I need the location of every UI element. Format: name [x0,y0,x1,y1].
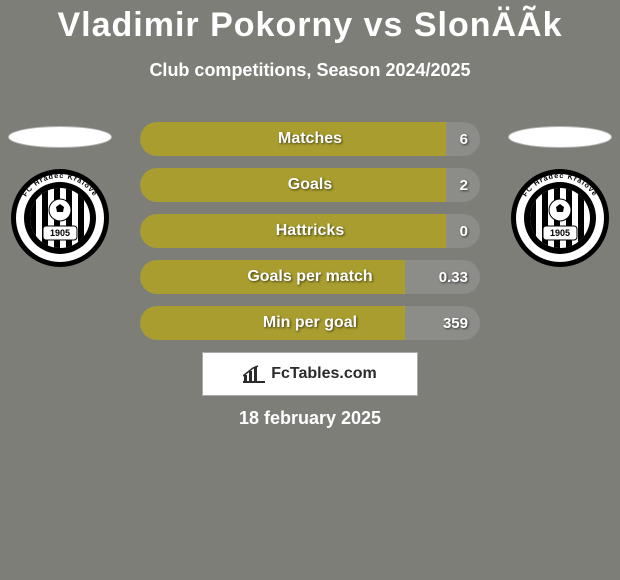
stat-right-value: 0.33 [439,260,468,294]
comparison-card: Vladimir Pokorny vs SlonÄÃk Club competi… [0,0,620,580]
stat-label: Min per goal [140,306,480,340]
club-logo-left: 1905 FC Hradec Králové [10,168,110,268]
stat-right-value: 2 [460,168,468,202]
date-text: 18 february 2025 [0,408,620,429]
stat-right-value: 0 [460,214,468,248]
stat-label: Goals per match [140,260,480,294]
source-text: FcTables.com [271,365,377,383]
svg-text:1905: 1905 [550,228,570,238]
source-attribution: FcTables.com [202,352,418,396]
club-logo-right: 1905 FC Hradec Králové [510,168,610,268]
ellipse-left [8,126,112,148]
stat-bars: Matches6Goals2Hattricks0Goals per match0… [140,122,480,352]
stat-label: Matches [140,122,480,156]
ellipse-right [508,126,612,148]
subtitle: Club competitions, Season 2024/2025 [0,60,620,81]
stat-row: Hattricks0 [140,214,480,248]
stat-row: Min per goal359 [140,306,480,340]
stat-row: Matches6 [140,122,480,156]
svg-text:1905: 1905 [50,228,70,238]
bar-chart-icon [243,365,265,383]
stat-row: Goals2 [140,168,480,202]
player-right-badge: 1905 FC Hradec Králové [500,120,620,260]
stat-row: Goals per match0.33 [140,260,480,294]
stat-label: Goals [140,168,480,202]
stat-right-value: 6 [460,122,468,156]
stat-label: Hattricks [140,214,480,248]
stat-right-value: 359 [443,306,468,340]
player-left-badge: 1905 FC Hradec Králové [0,120,120,260]
page-title: Vladimir Pokorny vs SlonÄÃk [0,6,620,45]
